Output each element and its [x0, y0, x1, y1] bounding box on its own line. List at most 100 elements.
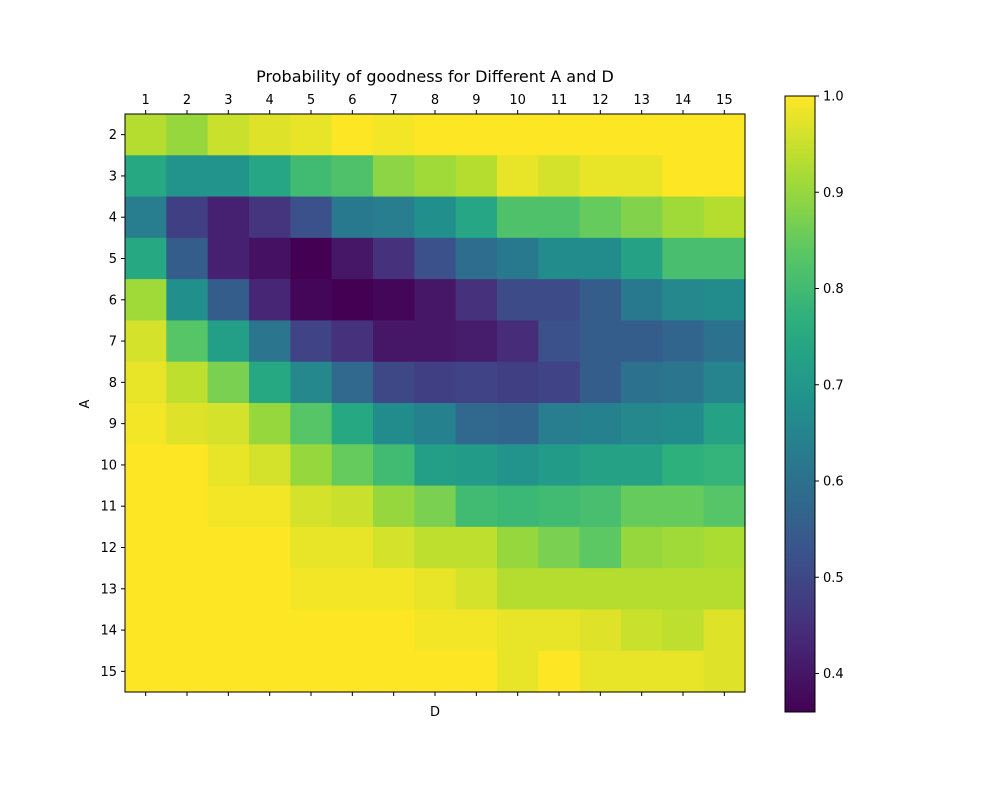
heatmap-cell	[290, 485, 333, 528]
heatmap-cell	[455, 444, 498, 487]
heatmap-cell	[497, 444, 539, 487]
heatmap-cell	[207, 320, 250, 363]
heatmap-cell	[249, 237, 291, 280]
heatmap-cell	[579, 403, 622, 445]
heatmap-cell	[538, 526, 581, 569]
heatmap-cell	[579, 609, 622, 652]
heatmap-cell	[125, 650, 167, 693]
heatmap-cell	[166, 650, 209, 693]
heatmap-cell	[662, 526, 705, 569]
heatmap-cell	[662, 320, 705, 363]
colorbar-tick-label: 0.6	[823, 475, 844, 490]
heatmap-cell	[414, 237, 457, 280]
heatmap-cell	[249, 568, 291, 611]
heatmap-cell	[207, 279, 250, 322]
heatmap-cell	[290, 114, 333, 156]
x-tick-label: 11	[551, 93, 568, 108]
heatmap-cell	[662, 155, 705, 198]
heatmap-cell	[497, 279, 539, 322]
heatmap-cell	[331, 114, 374, 156]
heatmap-cell	[249, 444, 291, 487]
heatmap-cell	[249, 320, 291, 363]
heatmap-cell	[621, 526, 663, 569]
heatmap-cell	[455, 279, 498, 322]
heatmap-cell	[662, 361, 705, 404]
colorbar-tick-label: 0.7	[823, 378, 844, 393]
heatmap-cell	[331, 361, 374, 404]
heatmap-cell	[166, 196, 209, 239]
heatmap-cell	[166, 155, 209, 198]
heatmap-cell	[414, 114, 457, 156]
heatmap-cell	[703, 650, 746, 693]
heatmap-cell	[497, 361, 539, 404]
colorbar-ticks: 0.4 0.5 0.6 0.7 0.8 0.9 1.0	[815, 90, 844, 682]
chart-title: Probability of goodness for Different A …	[256, 67, 614, 86]
heatmap-cell	[455, 609, 498, 652]
heatmap-cell	[455, 568, 498, 611]
heatmap-cell	[703, 237, 746, 280]
heatmap-cell	[455, 403, 498, 445]
heatmap-cell	[579, 320, 622, 363]
heatmap-cell	[373, 279, 415, 322]
y-tick-label: 15	[100, 665, 117, 680]
heatmap-cell	[414, 361, 457, 404]
heatmap-cell	[455, 196, 498, 239]
heatmap-cell	[579, 526, 622, 569]
heatmap-cell	[166, 485, 209, 528]
heatmap-cell	[703, 279, 746, 322]
plot-frame	[124, 113, 746, 693]
heatmap-cell	[538, 444, 581, 487]
heatmap-cell	[331, 320, 374, 363]
heatmap-cell	[249, 526, 291, 569]
heatmap-cell	[373, 403, 415, 445]
colorbar-tick-label: 0.4	[823, 667, 844, 682]
heatmap-cell	[290, 526, 333, 569]
heatmap-cell	[166, 609, 209, 652]
heatmap-cell	[621, 444, 663, 487]
heatmap-cell	[207, 609, 250, 652]
heatmap-cell	[414, 485, 457, 528]
heatmap-cell	[290, 361, 333, 404]
heatmap-cell	[125, 155, 167, 198]
heatmap-cell	[290, 650, 333, 693]
heatmap-cell	[249, 279, 291, 322]
heatmap-cell	[166, 361, 209, 404]
heatmap-cell	[373, 485, 415, 528]
heatmap-cell	[207, 361, 250, 404]
y-tick-label: 8	[109, 376, 117, 391]
x-tick-label: 7	[390, 93, 398, 108]
heatmap-cell	[455, 485, 498, 528]
heatmap-cell	[331, 609, 374, 652]
heatmap-cell	[621, 237, 663, 280]
heatmap-cell	[662, 444, 705, 487]
heatmap-cell	[125, 114, 167, 156]
x-tick-label: 1	[142, 93, 150, 108]
heatmap-cell	[579, 237, 622, 280]
heatmap-cell	[703, 403, 746, 445]
y-tick-label: 2	[109, 128, 117, 143]
heatmap-cell	[249, 114, 291, 156]
heatmap-cell	[455, 526, 498, 569]
heatmap-cell	[166, 320, 209, 363]
y-tick-label: 9	[109, 417, 117, 432]
heatmap-cell	[290, 568, 333, 611]
heatmap-cell	[455, 114, 498, 156]
heatmap-cell	[166, 237, 209, 280]
heatmap-cell	[414, 444, 457, 487]
heatmap-cell	[331, 526, 374, 569]
colorbar-tick-label: 1.0	[823, 90, 844, 105]
heatmap-cell	[207, 650, 250, 693]
heatmap-cell	[579, 114, 622, 156]
heatmap-cell	[125, 196, 167, 239]
heatmap-cell	[538, 237, 581, 280]
heatmap-cell	[331, 155, 374, 198]
heatmap-cell	[166, 279, 209, 322]
heatmap-cell	[125, 320, 167, 363]
heatmap-cell	[579, 361, 622, 404]
x-tick-label: 14	[675, 93, 692, 108]
heatmap-cell	[331, 403, 374, 445]
heatmap-cell	[455, 650, 498, 693]
heatmap-cell	[249, 609, 291, 652]
